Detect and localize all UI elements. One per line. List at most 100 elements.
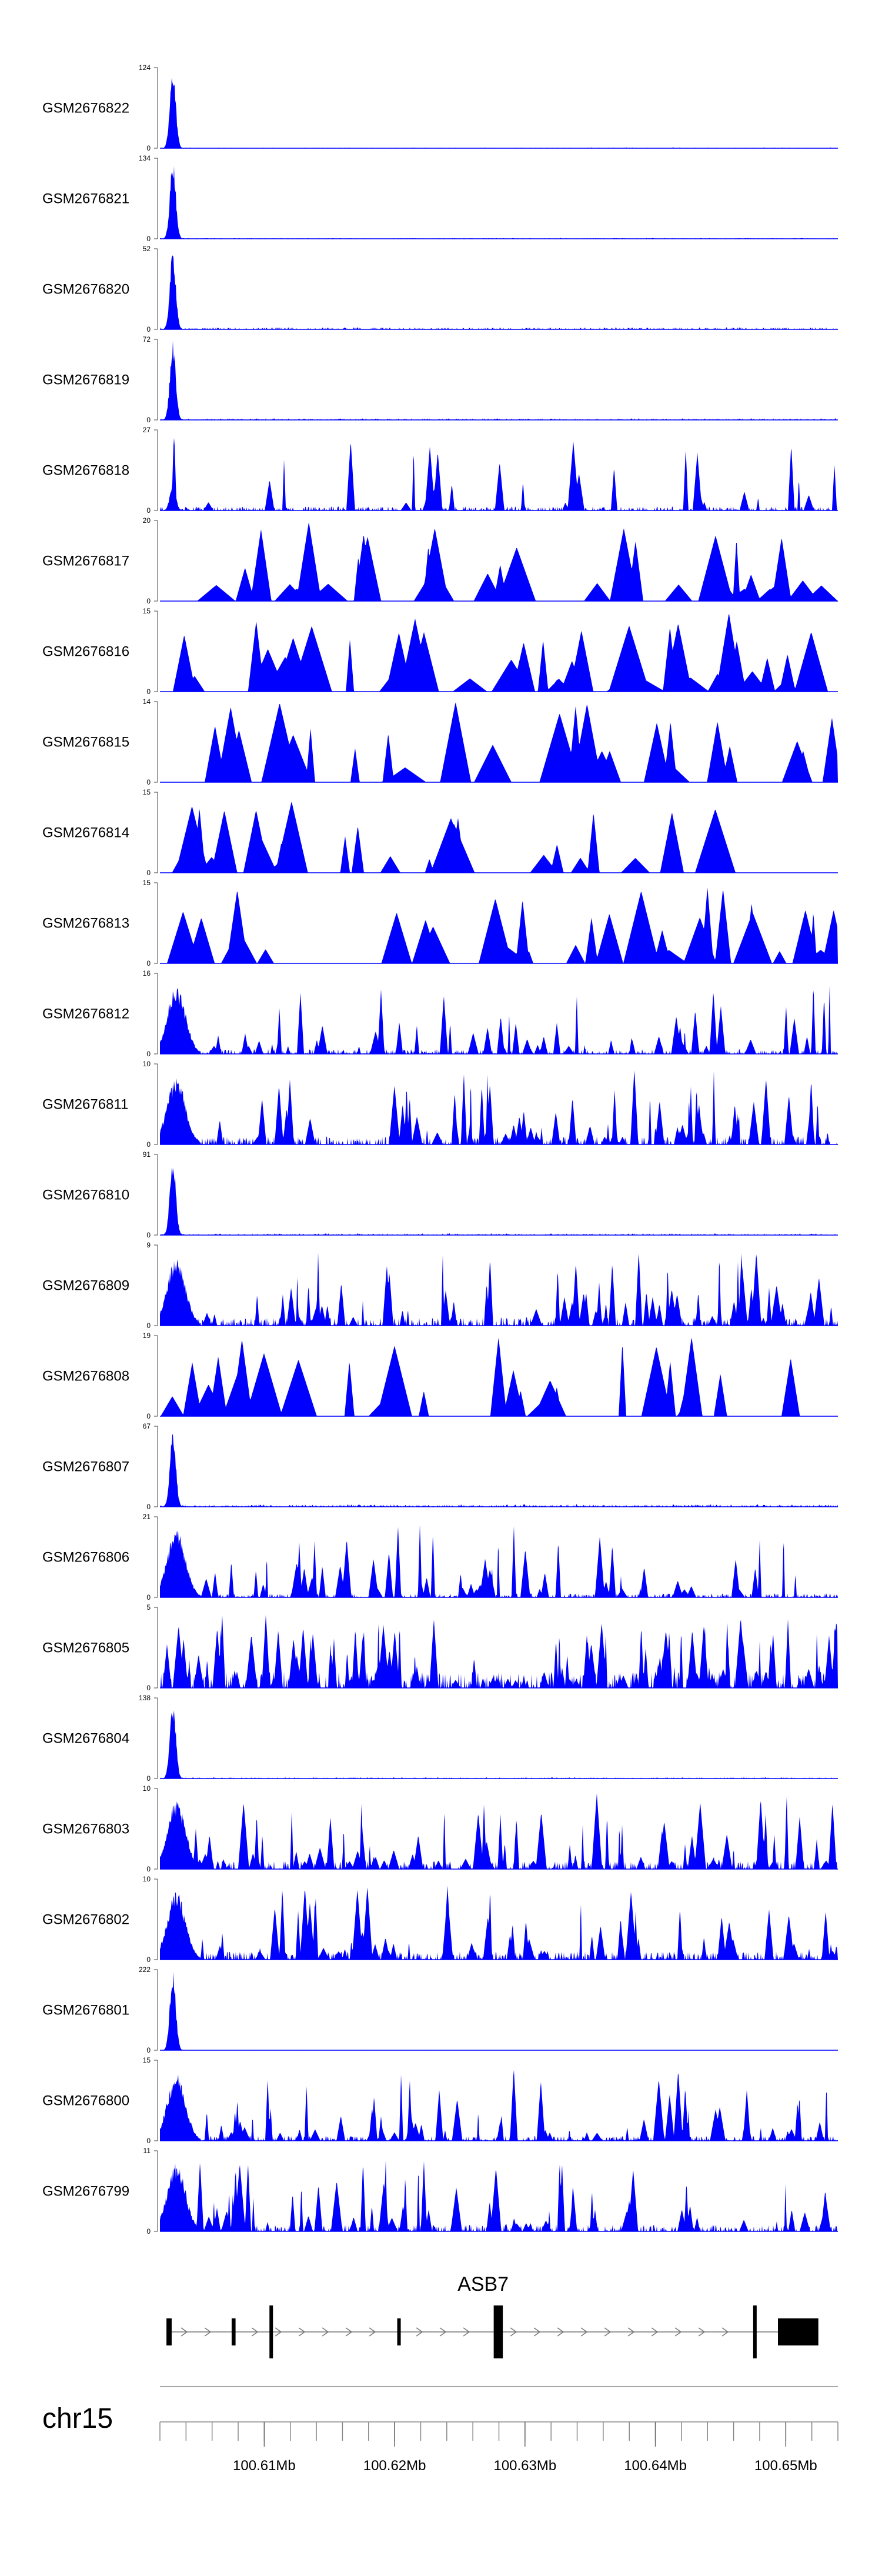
track-GSM2676806: GSM2676806 21 0 <box>42 1513 838 1601</box>
strand-chevron <box>604 2327 612 2337</box>
track-coverage-area <box>160 438 838 510</box>
track-GSM2676800: GSM2676800 15 0 <box>42 2056 838 2145</box>
track-label: GSM2676801 <box>42 2003 129 2018</box>
track-ymin-label: 0 <box>146 1774 151 1783</box>
track-ymin-label: 0 <box>146 2137 151 2145</box>
track-label: GSM2676819 <box>42 372 129 388</box>
track-ymin-label: 0 <box>146 2227 151 2235</box>
track-ymax-label: 5 <box>146 1603 151 1611</box>
track-ymax-label: 9 <box>146 1241 151 1249</box>
track-ymax-label: 134 <box>139 154 151 162</box>
track-ymax-label: 11 <box>143 2147 151 2155</box>
gene-exon <box>166 2318 172 2345</box>
track-GSM2676809: GSM2676809 9 0 <box>42 1241 838 1330</box>
strand-chevron <box>463 2327 470 2337</box>
track-ymax-label: 91 <box>143 1150 151 1159</box>
track-ymin-label: 0 <box>146 869 151 877</box>
track-label: GSM2676800 <box>42 2093 129 2109</box>
track-ymax-label: 72 <box>143 335 151 343</box>
track-coverage-area <box>160 1167 838 1235</box>
axis-tick-label: 100.62Mb <box>363 2458 426 2474</box>
strand-chevron <box>369 2327 376 2337</box>
track-ymax-label: 222 <box>139 1966 151 1974</box>
track-label: GSM2676808 <box>42 1369 129 1384</box>
track-ymin-label: 0 <box>146 325 151 333</box>
track-ymax-label: 10 <box>143 1060 151 1068</box>
track-coverage-area <box>160 1886 838 1960</box>
track-GSM2676808: GSM2676808 19 0 <box>42 1332 838 1420</box>
track-GSM2676813: GSM2676813 15 0 <box>42 879 838 967</box>
track-ymax-label: 15 <box>143 607 151 615</box>
axis-tick-label: 100.61Mb <box>233 2458 296 2474</box>
axis-tick-label: 100.64Mb <box>624 2458 687 2474</box>
track-coverage-area <box>160 702 838 782</box>
track-label: GSM2676817 <box>42 553 129 569</box>
track-ymin-label: 0 <box>146 416 151 424</box>
track-ymin-label: 0 <box>146 1503 151 1511</box>
strand-chevron <box>345 2327 353 2337</box>
track-ymin-label: 0 <box>146 506 151 515</box>
track-coverage-area <box>160 613 838 692</box>
track-ymin-label: 0 <box>146 1412 151 1420</box>
track-label: GSM2676807 <box>42 1459 129 1475</box>
track-ymin-label: 0 <box>146 1865 151 1873</box>
gene-exon <box>778 2318 818 2345</box>
track-label: GSM2676820 <box>42 282 129 298</box>
track-coverage-area <box>160 1337 838 1416</box>
track-GSM2676820: GSM2676820 52 0 <box>42 245 838 333</box>
track-ymax-label: 10 <box>143 1875 151 1883</box>
track-ymin-label: 0 <box>146 235 151 243</box>
track-coverage-area <box>160 801 838 873</box>
coverage-tracks: GSM26768221240GSM26768211340GSM267682052… <box>42 64 838 2235</box>
track-coverage-area <box>160 1615 838 1688</box>
track-GSM2676822: GSM2676822 124 0 <box>42 64 838 152</box>
track-ymin-label: 0 <box>146 1050 151 1058</box>
strand-chevron <box>627 2327 635 2337</box>
strand-chevron <box>181 2327 188 2337</box>
track-coverage-area <box>160 2070 838 2141</box>
track-ymax-label: 14 <box>143 698 151 706</box>
axis-tick-label: 100.65Mb <box>754 2458 817 2474</box>
gene-exon <box>269 2305 273 2358</box>
track-GSM2676811: GSM2676811 10 0 <box>42 1060 838 1149</box>
strand-chevron <box>204 2327 212 2337</box>
track-GSM2676802: GSM2676802 10 0 <box>42 1875 838 1964</box>
track-ymax-label: 15 <box>143 879 151 887</box>
track-ymin-label: 0 <box>146 1593 151 1601</box>
track-GSM2676803: GSM2676803 10 0 <box>42 1784 838 1873</box>
track-coverage-area <box>160 1434 838 1507</box>
strand-chevron <box>510 2327 517 2337</box>
strand-chevron <box>251 2327 259 2337</box>
track-coverage-area <box>160 166 838 239</box>
track-ymin-label: 0 <box>146 2046 151 2054</box>
track-GSM2676804: GSM2676804 138 0 <box>42 1694 838 1783</box>
gene-exon <box>231 2318 236 2345</box>
track-ymin-label: 0 <box>146 1231 151 1239</box>
gene-exon <box>753 2305 757 2358</box>
genome-axis: chr15 100.61Mb 100.62Mb 100.63Mb 100.64Mb 100… <box>42 2386 838 2474</box>
track-label: GSM2676810 <box>42 1187 129 1203</box>
strand-chevron <box>721 2327 729 2337</box>
track-coverage-area <box>160 1793 838 1869</box>
track-coverage-area <box>160 1710 838 1778</box>
track-coverage-area <box>160 1971 838 2050</box>
track-ymax-label: 19 <box>143 1332 151 1340</box>
track-ymin-label: 0 <box>146 1684 151 1692</box>
track-ymax-label: 16 <box>143 969 151 977</box>
track-label: GSM2676818 <box>42 463 129 479</box>
track-coverage-area <box>160 1070 838 1144</box>
strand-chevron <box>674 2327 682 2337</box>
gene-track: ASB7 <box>166 2273 818 2358</box>
track-ymin-label: 0 <box>146 1322 151 1330</box>
strand-chevron <box>698 2327 706 2337</box>
gene-name-label: ASB7 <box>457 2273 509 2295</box>
track-ymax-label: 67 <box>143 1422 151 1430</box>
track-GSM2676816: GSM2676816 15 0 <box>42 607 838 696</box>
track-ymax-label: 20 <box>143 516 151 525</box>
strand-chevron <box>275 2327 282 2337</box>
track-ymin-label: 0 <box>146 688 151 696</box>
track-label: GSM2676805 <box>42 1640 129 1656</box>
track-label: GSM2676816 <box>42 644 129 660</box>
track-label: GSM2676813 <box>42 916 129 932</box>
